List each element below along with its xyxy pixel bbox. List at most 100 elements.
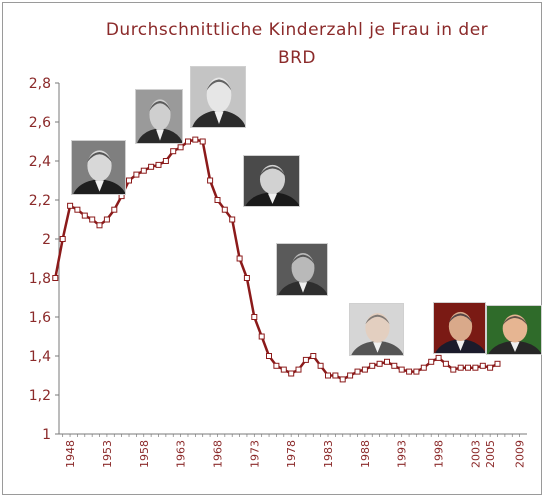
portrait-silhouette-icon [73,150,125,194]
data-point [472,364,479,371]
x-tick-label: 2005 [484,440,497,468]
x-tick-label: 1988 [359,440,372,468]
data-point [266,353,272,359]
data-point [140,167,147,174]
x-tick-label: 1958 [138,440,151,468]
data-point [354,368,361,375]
data-point [96,222,103,229]
data-point [398,366,405,373]
data-point [67,202,74,209]
data-point [133,171,140,178]
kiesinger-portrait [190,66,246,128]
data-point [236,255,243,262]
data-point [420,364,427,371]
data-point [435,354,442,361]
data-point [273,362,280,369]
data-point [251,314,258,320]
data-point [103,216,110,223]
data-point [258,333,265,340]
x-tick-label: 2003 [469,440,482,468]
portrait-silhouette-icon [137,99,182,143]
y-tick-label: 2,6 [29,115,51,131]
merkel-portrait [486,305,542,355]
data-point [81,212,88,219]
data-point [229,216,236,223]
portrait-silhouette-icon [245,164,299,206]
data-point [391,362,398,369]
data-point [74,206,81,213]
brandt-portrait [243,155,300,207]
y-tick-label: 2 [42,232,51,248]
erhard-portrait [135,89,183,144]
x-tick-label: 1973 [248,440,261,468]
y-tick-label: 1 [42,427,51,443]
data-point [494,360,501,367]
data-point [288,370,295,377]
portrait-silhouette-icon [351,313,403,355]
data-point [310,353,317,359]
data-point [89,216,96,223]
data-point [487,364,494,371]
x-tick-label: 2009 [514,440,527,468]
y-tick-label: 2,2 [29,193,51,209]
y-tick-label: 1,2 [29,388,51,404]
data-point [111,206,118,213]
kohl-portrait [349,303,404,356]
y-tick-label: 1,6 [29,310,51,326]
data-point [384,358,390,365]
portrait-silhouette-icon [488,314,541,354]
data-point [59,236,66,242]
data-point [325,372,331,379]
y-tick-label: 2,8 [29,76,51,92]
data-point [207,177,214,184]
data-point [155,161,162,168]
chart-title-line2: BRD [277,48,317,68]
portrait-silhouette-icon [435,311,485,353]
data-point [369,362,376,369]
portrait-silhouette-icon [278,253,327,295]
data-point [221,206,228,213]
data-point [162,158,169,164]
schmidt-portrait [276,243,328,296]
data-point [302,356,309,363]
data-point [126,177,132,184]
data-point [332,372,339,379]
portrait-silhouette-icon [192,77,245,127]
data-point [148,163,155,170]
data-point [280,366,287,373]
data-point [406,368,413,375]
x-tick-label: 1953 [101,440,114,468]
data-point [361,366,368,373]
x-tick-label: 1993 [396,440,409,468]
data-point [199,138,206,145]
data-point [465,364,471,371]
data-point [450,366,457,373]
data-point [442,360,449,367]
data-point [339,376,346,383]
x-tick-label: 1998 [433,440,446,468]
data-point [295,366,302,373]
y-tick-label: 1,4 [29,349,51,365]
data-point [185,138,191,145]
data-point [347,372,354,379]
data-point [376,360,383,367]
data-point [243,275,250,281]
x-tick-label: 1963 [175,440,188,468]
chart-frame [2,2,542,495]
y-tick-label: 1,8 [29,271,51,287]
x-tick-label: 1978 [285,440,298,468]
chart-title-line1: Durchschnittliche Kinderzahl je Frau in … [105,20,489,40]
y-tick-label: 2,4 [29,154,51,170]
data-point [413,368,420,375]
x-tick-label: 1968 [211,440,224,468]
adenauer-portrait [71,140,126,195]
schroeder-portrait [433,302,486,354]
data-point [52,275,59,281]
data-point [177,144,184,151]
data-point [317,362,324,369]
data-point [457,364,464,371]
x-tick-label: 1948 [64,440,77,468]
data-point [192,136,199,143]
data-point [428,358,435,365]
